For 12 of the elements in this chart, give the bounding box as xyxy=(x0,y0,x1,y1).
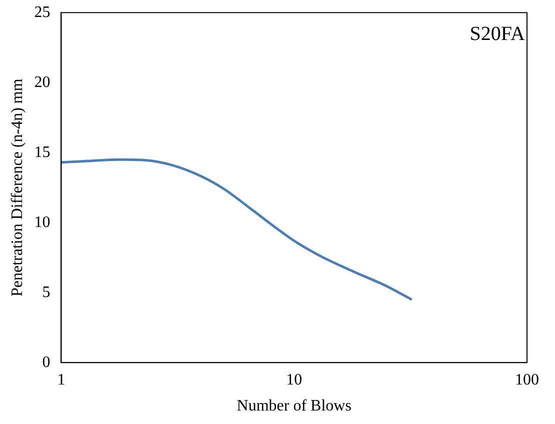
y-axis-title: Penetration Difference (n-4n) mm xyxy=(8,78,26,297)
y-tick-label: 20 xyxy=(34,74,50,91)
x-tick-label: 10 xyxy=(286,371,302,388)
x-tick-label: 100 xyxy=(515,371,539,388)
x-tick-label: 1 xyxy=(57,371,66,388)
y-tick-label: 25 xyxy=(34,4,50,21)
y-tick-label: 5 xyxy=(42,284,50,301)
annotation: S20FA xyxy=(470,22,526,45)
y-tick-label: 10 xyxy=(34,214,50,231)
y-tick-label: 15 xyxy=(34,144,50,161)
x-axis-title: Number of Blows xyxy=(236,398,352,415)
y-tick-label: 0 xyxy=(42,354,50,371)
